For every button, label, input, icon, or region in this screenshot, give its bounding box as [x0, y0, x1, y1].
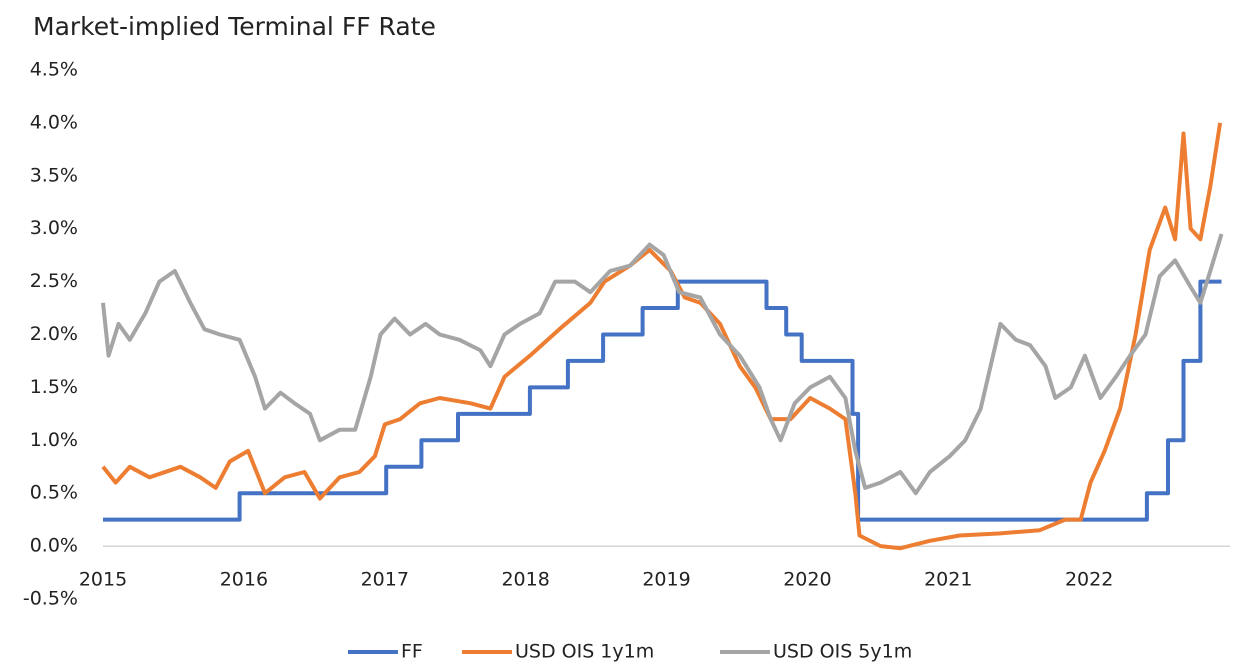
x-tick-label: 2016 — [220, 569, 268, 591]
series-line — [103, 279, 1222, 522]
y-tick-label: 1.5% — [30, 376, 78, 398]
legend-label: FF — [401, 641, 423, 663]
y-tick-label: 0.5% — [30, 482, 78, 504]
series-line — [101, 122, 1223, 551]
chart-title: Market-implied Terminal FF Rate — [33, 12, 436, 41]
x-tick-label: 2019 — [642, 569, 690, 591]
y-tick-label: 2.5% — [30, 270, 78, 292]
y-tick-label: 4.0% — [30, 111, 78, 133]
y-tick-label: 2.0% — [30, 323, 78, 345]
x-tick-label: 2021 — [924, 569, 972, 591]
x-tick-label: 2020 — [783, 569, 831, 591]
y-tick-label: 0.0% — [30, 535, 78, 557]
series-line — [101, 233, 1224, 496]
y-tick-label: -0.5% — [23, 588, 78, 610]
legend-label: USD OIS 5y1m — [773, 641, 912, 663]
x-tick-label: 2018 — [501, 569, 549, 591]
x-tick-label: 2017 — [361, 569, 409, 591]
x-tick-label: 2022 — [1065, 569, 1113, 591]
legend-label: USD OIS 1y1m — [515, 641, 654, 663]
y-tick-label: 3.5% — [30, 164, 78, 186]
y-tick-label: 1.0% — [30, 429, 78, 451]
y-tick-label: 3.0% — [30, 217, 78, 239]
x-tick-label: 2015 — [79, 569, 127, 591]
y-tick-label: 4.5% — [30, 59, 78, 81]
